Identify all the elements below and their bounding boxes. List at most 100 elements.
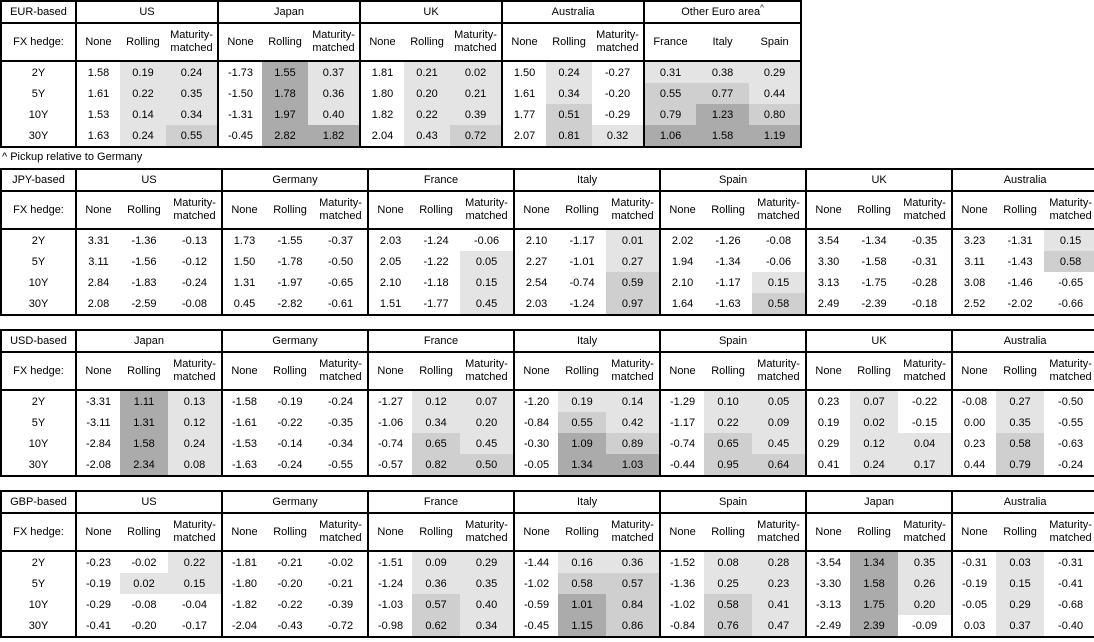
data-cell: 0.57 [412,594,461,615]
data-cell: 2.82 [262,125,309,147]
fx-column-header: Rolling [262,23,309,62]
data-cell: -1.24 [569,297,595,310]
data-cell: 0.09 [412,551,461,573]
data-cell: 0.17 [898,454,953,476]
table-slot-usd-based: USD-based Japan Germany France Italy Spain UK A… [0,329,1094,477]
fx-column-header: Maturity-matched [752,352,807,391]
data-cell: 2.84 [75,272,120,293]
fx-column-header: Rolling [412,352,461,391]
data-cell: 0.02 [120,573,168,594]
country-group-header: Japan [217,1,361,24]
data-cell: -0.29 [605,108,631,121]
data-cell: 1.50 [221,251,267,272]
heatmap-table-eur-based: EUR-based US Japan UK Australia Other Euro ar… [0,0,803,148]
data-cell: 0.24 [120,125,166,147]
data-cell: 1.31 [120,412,168,433]
country-group-header: Australia [951,330,1094,353]
data-cell: 0.37 [996,615,1045,637]
data-cell: 1.73 [221,229,267,251]
data-cell: 3.31 [75,229,120,251]
data-cell: 0.22 [704,412,753,433]
data-cell: -0.31 [1058,556,1084,569]
data-cell: -2.59 [131,297,157,310]
data-cell: 1.11 [120,390,168,412]
data-cell: -1.73 [217,61,263,83]
data-cell: 2.27 [513,251,559,272]
fx-column-header: None [367,513,413,552]
data-cell: 2.10 [367,272,413,293]
data-cell: 0.58 [752,293,807,315]
data-cell: -1.31 [217,104,263,125]
data-cell: 1.03 [606,454,661,476]
data-cell: 0.76 [704,615,753,637]
fx-column-header: Maturity-matched [898,191,953,230]
data-cell: 2.49 [805,293,851,315]
data-cell: 0.03 [996,551,1045,573]
fx-column-header: None [805,191,851,230]
table-slot-gbp-based: GBP-based US Germany France Italy Spain Japan A… [0,490,1094,638]
table-row: 2Y 1.58 0.19 0.24 -1.73 1.55 0.37 1.81 0.21 0.02 1… [1,61,802,83]
fx-column-header: None [805,513,851,552]
data-cell: -0.65 [1058,276,1084,289]
fx-hedge-label: FX hedge: [1,352,76,391]
fx-column-header: Rolling [558,352,607,391]
data-cell: -0.61 [327,297,354,310]
data-cell: -0.28 [912,276,938,289]
fx-column-header: Rolling [120,513,168,552]
data-cell: -1.75 [861,276,887,289]
country-group-header: Spain [659,169,807,192]
data-cell: 1.09 [558,433,607,454]
fx-column-header: Rolling [850,191,899,230]
country-group-header: US [74,491,223,514]
data-cell: 0.09 [752,412,807,433]
data-cell: -0.37 [327,234,354,247]
fx-column-header: None [513,352,559,391]
data-cell: -0.57 [367,454,413,476]
data-cell: 0.04 [898,433,953,454]
fx-column-header: None [221,352,266,391]
data-cell: -0.02 [327,556,354,569]
fx-column-header: Maturity-matched [168,513,223,552]
country-group-header: UK [805,330,953,353]
data-cell: 0.23 [752,573,807,594]
data-cell: -1.18 [423,276,449,289]
fx-column-header: None [359,23,405,62]
fx-column-header: Rolling [704,191,753,230]
data-cell: -0.45 [513,615,559,637]
data-cell: -2.02 [1007,297,1033,310]
data-cell: 0.72 [450,125,503,147]
fx-column-header: Maturity-matched [606,352,661,391]
data-cell: -2.39 [861,297,887,310]
data-cell: 0.55 [558,412,607,433]
data-cell: -0.41 [1058,577,1084,590]
data-cell: -1.53 [221,433,266,454]
data-cell: -1.97 [277,276,303,289]
table-row: 10Y 1.53 0.14 0.34 -1.31 1.97 0.40 1.82 0.22 0.39… [1,104,802,125]
data-cell: 0.43 [404,125,451,147]
data-cell: 0.29 [996,594,1045,615]
data-cell: 0.29 [460,551,515,573]
fx-hedge-label: FX hedge: [1,191,76,230]
fx-column-header: Rolling [996,352,1045,391]
data-cell: 1.82 [359,104,405,125]
table-row: 2Y -0.23 -0.02 0.22 -1.81 -0.21 -0.02 -1.51 0.09… [1,551,1094,573]
data-cell: 0.14 [606,390,661,412]
fx-column-header: Rolling [558,191,607,230]
table-row: 30Y -2.08 2.34 0.08 -1.63 -0.24 -0.55 -0.57 0.82… [1,454,1094,476]
data-cell: -0.98 [367,615,413,637]
table-row: 2Y 3.31 -1.36 -0.13 1.73 -1.55 -0.37 2.03 -1.24 -… [1,229,1094,251]
data-cell: 2.04 [359,125,405,147]
data-cell: 0.20 [460,412,515,433]
data-cell: -0.43 [277,619,303,632]
data-cell: -0.45 [217,125,263,147]
data-cell: 0.97 [606,293,661,315]
data-cell: -1.58 [861,255,887,268]
country-group-header: Spain [659,330,807,353]
data-cell: -1.31 [1007,234,1033,247]
fx-column-header: Maturity-matched [166,23,219,62]
table-row: 10Y 2.84 -1.83 -0.24 1.31 -1.97 -0.65 2.10 -1.18… [1,272,1094,293]
data-cell: 0.12 [850,433,899,454]
data-cell: -0.24 [181,276,208,289]
data-cell: -1.24 [423,234,449,247]
data-cell: 1.94 [659,251,705,272]
